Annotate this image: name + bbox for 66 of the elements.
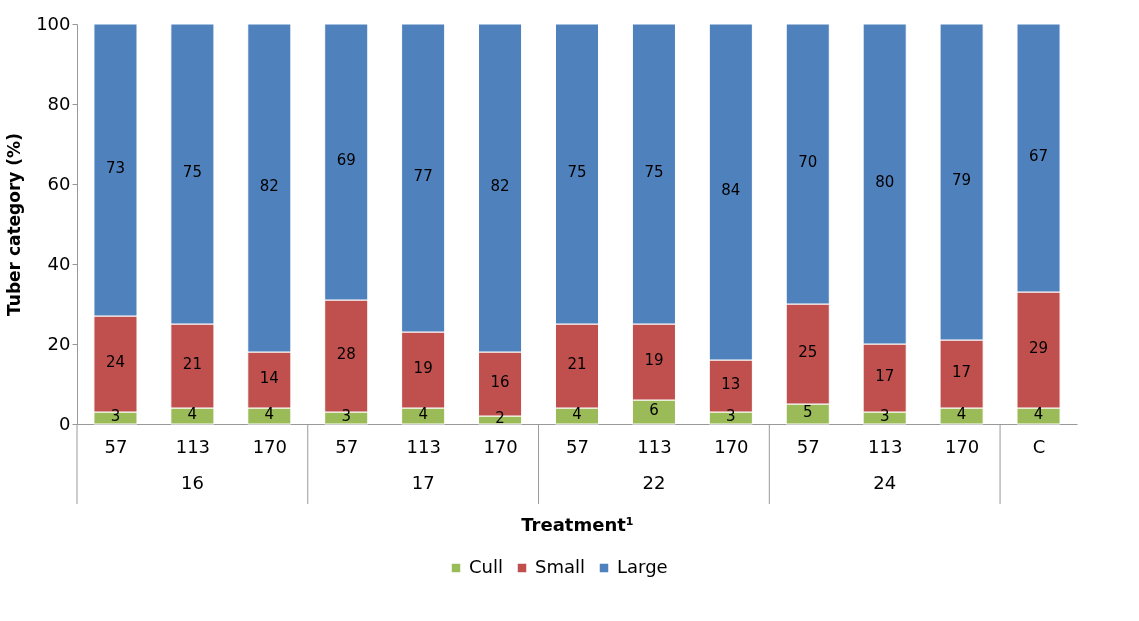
y-tick-label: 100 <box>36 12 71 34</box>
data-label: 82 <box>490 177 510 195</box>
text: 16 <box>180 472 204 493</box>
y-tick-label: 20 <box>47 332 71 354</box>
y-tick-label: 80 <box>47 92 71 114</box>
y-tick-label: 0 <box>59 412 71 434</box>
x-tick-label: C <box>1032 435 1046 457</box>
data-label: 17 <box>952 363 972 381</box>
x-tick-label: 57 <box>796 435 820 457</box>
x-tick-label: 113 <box>868 435 903 457</box>
legend-label: Small <box>535 556 585 577</box>
data-label: 13 <box>721 375 741 393</box>
data-label: 82 <box>259 177 279 195</box>
data-label: 3 <box>879 407 890 425</box>
data-label: 6 <box>649 401 659 419</box>
data-label: 77 <box>413 167 433 185</box>
data-label: 4 <box>264 405 275 423</box>
data-label: 4 <box>418 405 428 423</box>
data-label: 67 <box>1028 147 1049 165</box>
data-label: 19 <box>413 359 433 377</box>
y-tick-label: 60 <box>47 172 71 194</box>
y-tick-label: 40 <box>47 252 71 274</box>
data-label: 4 <box>956 405 967 423</box>
data-label: 75 <box>567 163 587 181</box>
data-label: 75 <box>182 163 202 181</box>
x-axis-title: Treatment¹ <box>521 513 634 535</box>
data-label: 84 <box>721 181 741 199</box>
x-tick-label: 170 <box>252 435 287 457</box>
data-label: 3 <box>341 407 351 425</box>
data-label: 21 <box>567 355 587 373</box>
data-label: 80 <box>875 173 895 191</box>
data-label: 5 <box>803 403 813 421</box>
x-tick-label: 57 <box>335 435 359 457</box>
text: 24 <box>873 472 897 493</box>
data-label: 70 <box>798 153 818 171</box>
data-label: 69 <box>336 151 356 169</box>
data-label: 4 <box>572 405 582 423</box>
data-label: 3 <box>726 407 736 425</box>
data-label: 4 <box>187 405 198 423</box>
x-tick-label: 113 <box>406 435 441 457</box>
y-axis-title: Tuber category (%) <box>4 133 25 316</box>
legend-label: Cull <box>469 556 503 577</box>
data-label: 75 <box>644 163 664 181</box>
data-label: 17 <box>875 367 895 385</box>
text: 17 <box>411 472 435 493</box>
data-label: 3 <box>110 407 121 425</box>
data-label: 28 <box>336 345 356 363</box>
text: 22 <box>642 472 666 493</box>
x-tick-label: 170 <box>944 435 980 457</box>
data-label: 73 <box>105 159 126 177</box>
x-tick-label: 113 <box>637 435 672 457</box>
x-tick-label: 170 <box>714 435 749 457</box>
data-label: 25 <box>798 343 818 361</box>
data-label: 4 <box>1033 405 1044 423</box>
x-tick-label: 113 <box>175 435 211 457</box>
data-label: 14 <box>259 369 279 387</box>
data-label: 21 <box>182 355 202 373</box>
x-tick-label: 57 <box>566 435 589 457</box>
data-label: 24 <box>105 353 126 371</box>
data-label: 29 <box>1028 339 1049 357</box>
x-tick-label: 57 <box>104 435 128 457</box>
data-label: 79 <box>952 171 972 189</box>
x-tick-label: 170 <box>483 435 518 457</box>
data-label: 19 <box>644 351 664 369</box>
data-label: 16 <box>490 373 510 391</box>
legend-label: Large <box>617 556 668 577</box>
